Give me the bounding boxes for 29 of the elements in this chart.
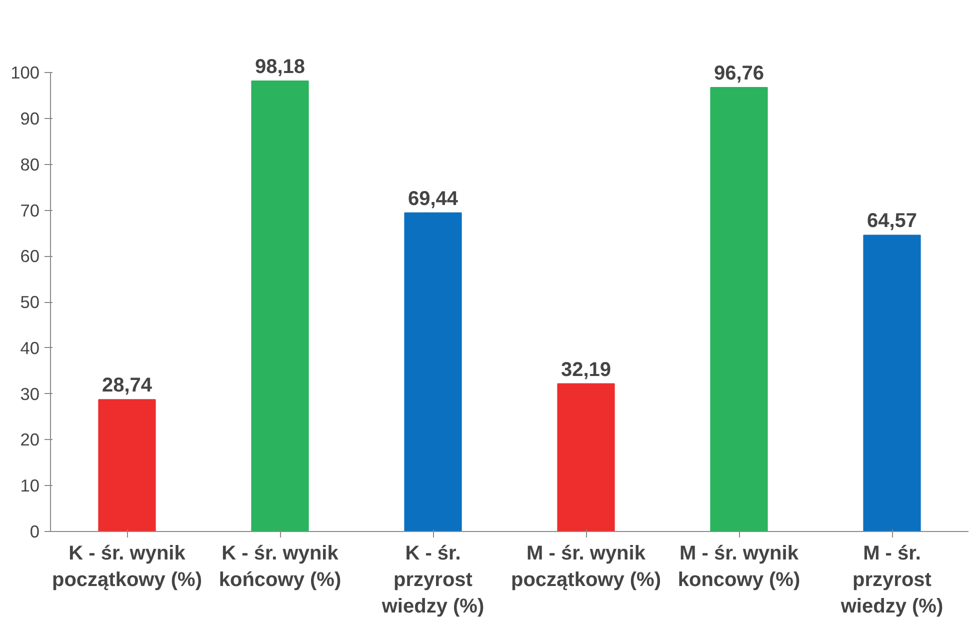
y-tick-label: 50 [20,292,40,312]
y-tick-label: 60 [20,246,40,266]
y-tick-label: 80 [20,154,40,174]
x-tick-label: M - śr. wynik koncowy (%) [678,542,800,591]
y-tick-label: 100 [10,62,40,83]
y-tick-label: 40 [20,338,40,358]
data-label: 28,74 [102,374,153,397]
y-tick-label: 10 [20,476,40,496]
y-tick-label: 90 [20,108,40,129]
data-label: 32,19 [560,358,612,381]
bar [863,234,921,532]
bar [710,86,768,532]
x-tick-label: M - śr. wynik początkowy (%) [510,542,662,591]
bar [557,383,615,532]
data-label: 96,76 [714,62,764,84]
data-label: 64,57 [866,210,918,232]
x-tick-label: K - śr. przyrost wiedzy (%) [380,542,484,618]
y-tick-label: 70 [20,200,40,220]
bar [98,399,156,532]
x-tick-label: M - śr. przyrost wiedzy (%) [840,542,944,618]
bar [404,212,462,532]
y-tick-label: 20 [20,430,40,450]
data-label: 98,18 [254,56,306,78]
y-tick-label: 0 [30,522,40,542]
y-tick-label: 30 [20,384,40,404]
data-label: 69,44 [408,188,459,210]
x-tick-label: K - śr. wynik początkowy (%) [52,542,202,591]
x-tick-label: K - śr. wynik końcowy (%) [218,542,342,591]
bar [251,80,309,532]
